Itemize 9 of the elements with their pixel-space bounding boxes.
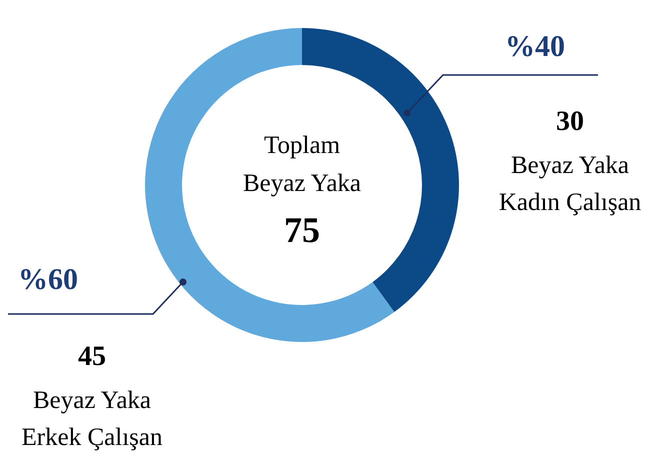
data-label: 30 <box>556 106 584 137</box>
slice-label: Beyaz Yaka Kadın Çalışan <box>498 152 642 216</box>
text: Toplam Beyaz Yaka <box>242 132 362 197</box>
data-label: 45 <box>78 341 106 372</box>
donut-slice <box>145 28 394 342</box>
text: 75 <box>284 210 320 250</box>
slice-label: Beyaz Yaka Erkek Çalışan <box>22 387 163 451</box>
text: %60 <box>18 263 78 296</box>
text: %40 <box>505 30 565 63</box>
